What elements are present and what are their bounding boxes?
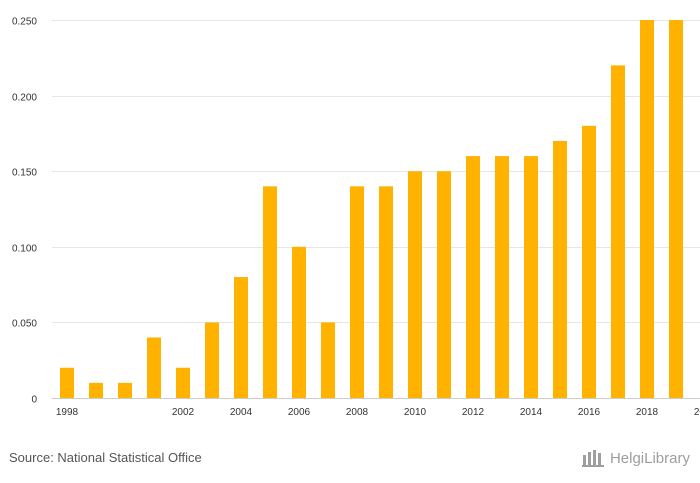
bar[interactable] bbox=[147, 337, 161, 398]
bar[interactable] bbox=[89, 382, 103, 398]
x-tick-label: 2016 bbox=[578, 407, 601, 418]
bar[interactable] bbox=[669, 20, 683, 398]
bar[interactable] bbox=[640, 20, 654, 398]
x-tick-label: 2014 bbox=[520, 407, 543, 418]
x-tick-label: 2020 bbox=[694, 407, 700, 418]
bar[interactable] bbox=[582, 125, 596, 398]
library-logo-icon bbox=[581, 450, 604, 467]
bar-chart: 0 0.050 0.100 0.150 0.200 0.250 1998 2002 2004 2… bbox=[12, 17, 700, 418]
y-tick-label: 0.250 bbox=[12, 17, 37, 28]
y-tick-label: 0.050 bbox=[12, 319, 37, 330]
bar[interactable] bbox=[495, 156, 509, 398]
bar[interactable] bbox=[292, 246, 306, 398]
bars bbox=[60, 20, 683, 399]
bar[interactable] bbox=[263, 186, 277, 398]
bar[interactable] bbox=[321, 322, 335, 398]
bar[interactable] bbox=[524, 156, 538, 398]
x-tick-label: 1998 bbox=[56, 407, 79, 418]
bar[interactable] bbox=[379, 186, 393, 398]
x-axis-ticks: 1998 2002 2004 2006 2008 2010 2012 2014 2016 2018… bbox=[56, 407, 700, 418]
x-tick-label: 2010 bbox=[404, 407, 427, 418]
bar[interactable] bbox=[205, 322, 219, 398]
bar[interactable] bbox=[234, 277, 248, 398]
y-tick-label: 0 bbox=[31, 395, 37, 406]
brand-name: HelgiLibrary bbox=[609, 449, 690, 467]
y-axis-ticks: 0 0.050 0.100 0.150 0.200 0.250 bbox=[12, 17, 37, 406]
x-tick-label: 2012 bbox=[462, 407, 485, 418]
bar[interactable] bbox=[118, 382, 132, 398]
bar[interactable] bbox=[611, 65, 625, 399]
bar[interactable] bbox=[176, 367, 190, 398]
bar[interactable] bbox=[408, 171, 422, 398]
bar[interactable] bbox=[466, 156, 480, 398]
bar[interactable] bbox=[60, 367, 74, 398]
x-tick-label: 2002 bbox=[172, 407, 195, 418]
x-tick-label: 2006 bbox=[288, 407, 311, 418]
bar[interactable] bbox=[437, 171, 451, 398]
brand-logo[interactable]: HelgiLibrary bbox=[581, 449, 690, 467]
y-tick-label: 0.200 bbox=[12, 93, 37, 104]
gridlines bbox=[52, 20, 700, 323]
source-note: Source: National Statistical Office bbox=[9, 450, 202, 465]
bar[interactable] bbox=[350, 186, 364, 398]
x-tick-label: 2004 bbox=[230, 407, 253, 418]
y-tick-label: 0.150 bbox=[12, 168, 37, 179]
x-tick-label: 2008 bbox=[346, 407, 369, 418]
bar[interactable] bbox=[553, 140, 567, 398]
y-tick-label: 0.100 bbox=[12, 244, 37, 255]
x-tick-label: 2018 bbox=[636, 407, 659, 418]
